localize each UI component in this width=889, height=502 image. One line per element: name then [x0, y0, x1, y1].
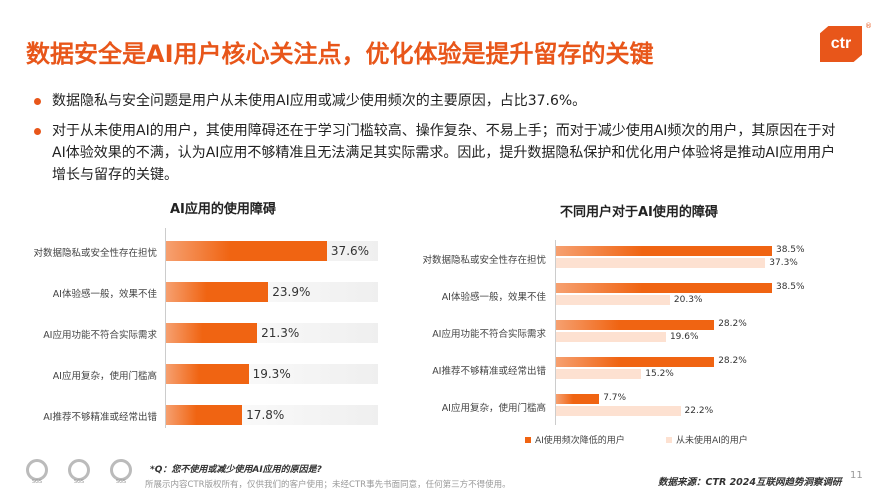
category-label: AI应用复杂，使用门槛高	[52, 371, 157, 382]
category-label: 对数据隐私或安全性存在担忧	[33, 248, 157, 259]
data-label: 37.3%	[769, 258, 798, 268]
bar-series-2	[556, 406, 681, 416]
category-label: AI体验感一般，效果不佳	[52, 289, 157, 300]
bar	[166, 405, 243, 425]
bullet-list: 数据隐私与安全问题是用户从未使用AI应用或减少使用频次的主要原因，占比37.6%…	[34, 90, 844, 194]
category-label: AI应用功能不符合实际需求	[43, 330, 157, 341]
sgs-badge-icon: SGS	[68, 459, 90, 485]
copyright: 所展示内容CTR版权所有，仅供我们的客户使用；未经CTR事先书面同意，任何第三方…	[145, 480, 511, 490]
right-chart-axis	[555, 240, 556, 425]
legend-label: AI使用频次降低的用户	[535, 436, 625, 446]
category-label: 对数据隐私或安全性存在担忧	[422, 255, 546, 266]
category-label: AI推荐不够精准或经常出错	[43, 412, 157, 423]
page-title: 数据安全是AI用户核心关注点，优化体验是提升留存的关键	[26, 40, 654, 68]
left-chart-title: AI应用的使用障碍	[170, 202, 276, 217]
data-label: 37.6%	[330, 244, 370, 258]
data-label: 19.3%	[252, 367, 291, 381]
data-label: 17.8%	[246, 408, 285, 422]
bar-series-1	[556, 246, 772, 256]
category-label: AI体验感一般，效果不佳	[441, 292, 546, 303]
data-label: 15.2%	[645, 369, 674, 379]
ctr-logo: ctr	[820, 26, 862, 62]
bar-series-1	[556, 283, 772, 293]
registered-icon: ®	[865, 22, 872, 30]
data-label: 7.7%	[603, 393, 627, 403]
data-label: 28.2%	[718, 356, 747, 366]
bullet-item: 数据隐私与安全问题是用户从未使用AI应用或减少使用频次的主要原因，占比37.6%…	[34, 90, 844, 112]
sgs-badge-icon: SGS	[110, 459, 132, 485]
bullet-item: 对于从未使用AI的用户，其使用障碍还在于学习门槛较高、操作复杂、不易上手；而对于…	[34, 120, 844, 186]
legend-swatch	[666, 436, 672, 443]
sgs-badge-icon: SGS	[26, 459, 48, 485]
legend-item: 从未使用AI的用户	[666, 433, 748, 446]
bar	[166, 364, 249, 384]
bar-series-2	[556, 369, 642, 379]
legend-item: AI使用频次降低的用户	[525, 433, 625, 446]
bar	[166, 282, 269, 302]
data-label: 22.2%	[684, 406, 714, 416]
data-label: 23.9%	[272, 285, 311, 299]
data-label: 20.3%	[673, 295, 703, 305]
bullet-dot-icon	[34, 128, 41, 135]
data-source: 数据来源：CTR 2024互联网趋势洞察调研	[658, 477, 842, 488]
bullet-text: 对于从未使用AI的用户，其使用障碍还在于学习门槛较高、操作复杂、不易上手；而对于…	[52, 123, 836, 183]
bar-series-2	[556, 332, 666, 342]
bar-series-1	[556, 394, 600, 404]
bullet-dot-icon	[34, 98, 41, 105]
data-label: 38.5%	[775, 245, 805, 255]
category-label: AI应用功能不符合实际需求	[432, 329, 546, 340]
bar	[166, 323, 258, 343]
category-label: AI推荐不够精准或经常出错	[432, 366, 546, 377]
legend-swatch	[525, 436, 531, 443]
left-chart-axis	[165, 228, 166, 428]
data-label: 28.2%	[718, 319, 747, 329]
bar	[166, 241, 327, 261]
data-label: 38.5%	[775, 282, 805, 292]
bar-series-1	[556, 357, 715, 367]
legend-label: 从未使用AI的用户	[676, 436, 748, 446]
bar-series-1	[556, 320, 715, 330]
category-label: AI应用复杂，使用门槛高	[441, 403, 546, 414]
right-chart-title: 不同用户对于AI使用的障碍	[560, 205, 718, 220]
bar-series-2	[556, 295, 670, 305]
page-number: 11	[850, 470, 863, 481]
bullet-text: 数据隐私与安全问题是用户从未使用AI应用或减少使用频次的主要原因，占比37.6%…	[52, 93, 587, 109]
data-label: 21.3%	[261, 326, 300, 340]
data-label: 19.6%	[669, 332, 699, 342]
survey-question: *Q：您不使用或减少使用AI应用的原因是?	[150, 465, 322, 475]
bar-series-2	[556, 258, 766, 268]
